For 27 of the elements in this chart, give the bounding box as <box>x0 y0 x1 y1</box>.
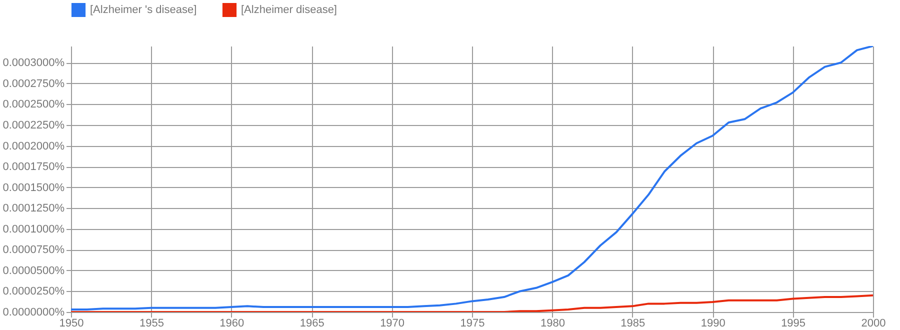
x-tick-label: 1990 <box>700 318 726 330</box>
x-tick-label: 1960 <box>220 318 244 330</box>
x-tick-label: 1955 <box>139 318 164 330</box>
y-tick-label: 0.0000250% <box>2 286 65 298</box>
x-tick-label: 1950 <box>59 318 84 330</box>
y-tick-label: 0.0000000% <box>2 306 65 318</box>
x-tick-label: 1980 <box>540 318 565 330</box>
x-tick-label: 1965 <box>300 318 324 330</box>
y-tick-label: 0.0001000% <box>2 223 65 236</box>
y-tick-label: 0.0001750% <box>2 161 65 174</box>
x-tick-label: 1995 <box>781 318 806 330</box>
x-tick-label: 1975 <box>460 318 485 330</box>
line-series <box>71 294 873 312</box>
x-tick-label: 1970 <box>380 318 405 330</box>
y-tick-label: 0.0002250% <box>2 119 65 132</box>
x-tick-label: 2000 <box>861 318 886 330</box>
x-tick-label: 1985 <box>620 318 646 330</box>
y-tick-label: 0.0000500% <box>2 264 65 277</box>
y-tick-label: 0.0002000% <box>2 140 65 152</box>
y-tick-label: 0.0002750% <box>2 78 65 90</box>
y-tick-label: 0.0003000% <box>2 57 65 70</box>
y-tick-label: 0.0001250% <box>2 202 65 215</box>
legend-label: [Alzheimer disease] <box>241 4 337 16</box>
legend-label: [Alzheimer 's disease] <box>90 4 197 16</box>
y-tick-label: 0.0002500% <box>2 98 65 111</box>
y-tick-label: 0.0001500% <box>2 182 65 194</box>
y-tick-label: 0.0000750% <box>2 244 65 256</box>
